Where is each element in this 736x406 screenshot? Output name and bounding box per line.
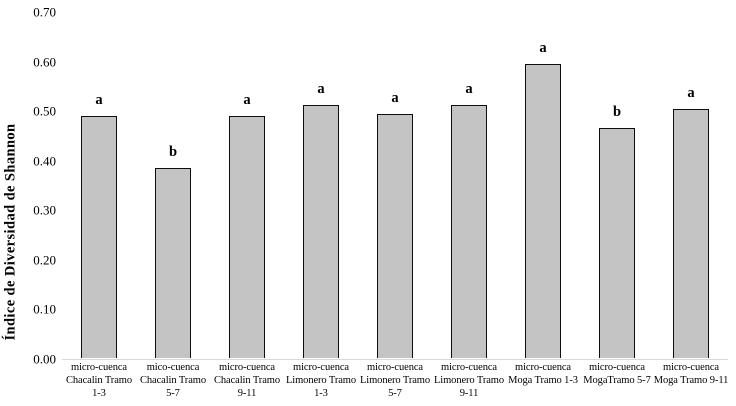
y-axis-tick-label: 0.20 — [33, 252, 56, 267]
x-axis-label-line: 9-11 — [237, 388, 257, 399]
x-axis-label-line: Chacalin Tramo — [140, 375, 206, 386]
bar-1 — [81, 115, 117, 359]
x-axis-category-label: mico-cuenca Chacalin Tramo 5-7 — [129, 361, 217, 400]
y-axis-tick-label: 0.40 — [33, 153, 56, 168]
y-axis-tick-label: 0.60 — [33, 54, 56, 69]
significance-letter: a — [317, 80, 325, 97]
x-axis-label-line: micro-cuenca — [441, 362, 497, 373]
x-axis-label-line: 1-3 — [314, 388, 328, 399]
significance-letter: a — [539, 40, 547, 57]
bar-9 — [673, 108, 709, 359]
x-axis-category-label: micro-cuenca Chacalin Tramo 9-11 — [203, 361, 291, 400]
x-axis-label-line: micro-cuenca — [589, 362, 645, 373]
x-axis-label-line: MogaTramo 5-7 — [583, 375, 651, 386]
significance-letter: a — [95, 91, 103, 108]
x-axis-label-line: micro-cuenca — [367, 362, 423, 373]
significance-letter: a — [391, 89, 399, 106]
significance-letter: b — [612, 104, 622, 121]
x-axis-label-line: Moga Tramo 9-11 — [653, 375, 729, 386]
x-axis-label-line: micro-cuenca — [71, 362, 127, 373]
x-axis-label-line: Chacalin Tramo — [214, 375, 280, 386]
bar-7 — [525, 64, 561, 359]
bar-4 — [303, 104, 339, 359]
bar-6 — [451, 105, 487, 359]
x-axis-category-label: micro-cuenca Moga Tramo 9-11 — [647, 361, 735, 387]
x-axis-label-line: Chacalin Tramo — [66, 375, 132, 386]
x-axis-label-line: 1-3 — [92, 388, 106, 399]
significance-letter: a — [243, 91, 251, 108]
x-axis-label-line: Limonero Tramo — [433, 375, 505, 386]
x-axis-label-line: 9-11 — [459, 388, 479, 399]
x-axis-category-label: micro-cuenca Limonero Tramo 5-7 — [351, 361, 439, 400]
significance-letter: b — [168, 143, 178, 160]
x-axis-label-line: micro-cuenca — [219, 362, 275, 373]
x-axis-category-label: micro-cuenca Limonero Tramo 9-11 — [425, 361, 513, 400]
y-axis-tick-label: 0.30 — [33, 202, 56, 218]
y-axis-tick-label: 0.00 — [33, 351, 56, 366]
x-axis-line — [62, 358, 728, 360]
y-axis-tick-label: 0.50 — [33, 103, 56, 119]
bar-5 — [377, 113, 413, 359]
x-axis-category-label: micro-cuenca Moga Tramo 1-3 — [499, 361, 587, 387]
y-axis-tick-label: 0.70 — [33, 4, 56, 20]
x-axis-label-line: Limonero Tramo — [359, 375, 431, 386]
x-axis-label-line: Moga Tramo 1-3 — [508, 375, 578, 386]
x-axis-label-line: micro-cuenca — [515, 362, 571, 373]
x-axis-category-label: micro-cuenca Chacalin Tramo 1-3 — [55, 361, 143, 400]
x-axis-category-label: micro-cuenca Limonero Tramo 1-3 — [277, 361, 365, 400]
x-axis-category-label: micro-cuenca MogaTramo 5-7 — [573, 361, 661, 387]
x-axis-label-line: micro-cuenca — [663, 362, 719, 373]
bar-8 — [599, 128, 635, 359]
x-axis-label-line: micro-cuenca — [293, 362, 349, 373]
x-axis-label-line: 5-7 — [388, 388, 402, 399]
y-axis-tick-label: 0.10 — [33, 301, 56, 317]
x-axis-label-line: 5-7 — [166, 388, 180, 399]
bar-3 — [229, 115, 265, 359]
significance-letter: a — [465, 81, 473, 98]
significance-letter: a — [687, 84, 695, 101]
x-axis-label-line: mico-cuenca — [146, 362, 200, 373]
bar-2 — [155, 167, 191, 359]
x-axis-label-line: Limonero Tramo — [285, 375, 357, 386]
